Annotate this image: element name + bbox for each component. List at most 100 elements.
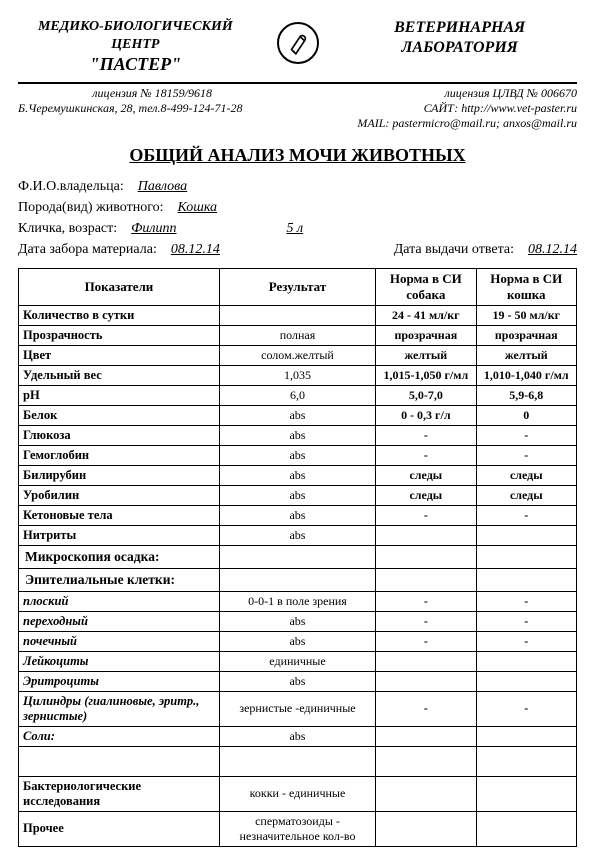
- cell-result: сперматозоиды - незначительное кол-во: [219, 811, 375, 846]
- license-left: лицензия № 18159/9618: [18, 86, 286, 101]
- section-row: Микроскопия осадка:: [19, 545, 577, 568]
- table-row: Глюкозаabs--: [19, 425, 577, 445]
- cell-result: 6,0: [219, 385, 375, 405]
- cell-norm-dog: [376, 811, 476, 846]
- cell-norm-cat: -: [476, 691, 576, 726]
- document-title: ОБЩИЙ АНАЛИЗ МОЧИ ЖИВОТНЫХ: [18, 145, 577, 166]
- cell-param: Билирубин: [19, 465, 220, 485]
- col-norm-dog: Норма в СИ собака: [376, 268, 476, 305]
- org-line2: ЦЕНТР: [18, 36, 253, 54]
- table-row: Удельный вес1,0351,015-1,050 г/мл1,010-1…: [19, 365, 577, 385]
- cell-norm-dog: [376, 726, 476, 746]
- cell-norm-cat: [476, 525, 576, 545]
- cell-result: abs: [219, 425, 375, 445]
- cell-param: Прозрачность: [19, 325, 220, 345]
- cell-norm-cat: [476, 811, 576, 846]
- cell-param: Глюкоза: [19, 425, 220, 445]
- name-age-label: Кличка, возраст:: [18, 218, 117, 239]
- cell-norm-cat: 5,9-6,8: [476, 385, 576, 405]
- cell-norm-dog: -: [376, 445, 476, 465]
- patient-info: Ф.И.О.владельца: Павлова Порода(вид) жив…: [18, 176, 577, 260]
- cell-norm-dog: 24 - 41 мл/кг: [376, 305, 476, 325]
- cell-param: Кетоновые тела: [19, 505, 220, 525]
- cell-result: кокки - единичные: [219, 776, 375, 811]
- empty-cell: [376, 746, 476, 776]
- pet-age-value: 5 л: [287, 218, 304, 239]
- table-row: Прозрачностьполнаяпрозрачнаяпрозрачная: [19, 325, 577, 345]
- cell-norm-dog: следы: [376, 465, 476, 485]
- table-row: Цилиндры (гиалиновые, эритр., зернистые)…: [19, 691, 577, 726]
- cell-norm-dog: желтый: [376, 345, 476, 365]
- cell-result: abs: [219, 611, 375, 631]
- cell-param: Удельный вес: [19, 365, 220, 385]
- empty-cell: [19, 746, 220, 776]
- letterhead: МЕДИКО-БИОЛОГИЧЕСКИЙ ЦЕНТР "ПАСТЕР" ВЕТЕ…: [18, 18, 577, 76]
- col-param: Показатели: [19, 268, 220, 305]
- cell-param: Цилиндры (гиалиновые, эритр., зернистые): [19, 691, 220, 726]
- cell-result: abs: [219, 505, 375, 525]
- cell-norm-dog: 1,015-1,050 г/мл: [376, 365, 476, 385]
- table-row: Цветсолом.желтыйжелтыйжелтый: [19, 345, 577, 365]
- result-date-value: 08.12.14: [528, 239, 577, 260]
- empty-cell: [476, 746, 576, 776]
- table-row: Соли:abs: [19, 726, 577, 746]
- cell-norm-cat: следы: [476, 485, 576, 505]
- cell-norm-cat: [476, 671, 576, 691]
- cell-param: Прочее: [19, 811, 220, 846]
- table-row: плоский0-0-1 в поле зрения--: [19, 591, 577, 611]
- subheader: лицензия № 18159/9618 Б.Черемушкинская, …: [18, 86, 577, 131]
- cell-param: Уробилин: [19, 485, 220, 505]
- cell-norm-dog: -: [376, 505, 476, 525]
- cell-param: переходный: [19, 611, 220, 631]
- cell-norm-cat: -: [476, 591, 576, 611]
- table-row: Уробилинabsследыследы: [19, 485, 577, 505]
- table-row: Нитритыabs: [19, 525, 577, 545]
- cell-param: Количество в сутки: [19, 305, 220, 325]
- cell-result: abs: [219, 525, 375, 545]
- owner-label: Ф.И.О.владельца:: [18, 176, 124, 197]
- address: Б.Черемушкинская, 28, тел.8-499-124-71-2…: [18, 101, 286, 116]
- cell-result: 1,035: [219, 365, 375, 385]
- empty-cell: [219, 545, 375, 568]
- cell-norm-cat: желтый: [476, 345, 576, 365]
- empty-cell: [476, 568, 576, 591]
- cell-norm-cat: -: [476, 445, 576, 465]
- cell-result: abs: [219, 671, 375, 691]
- table-row: Бактериологические исследованиякокки - е…: [19, 776, 577, 811]
- license-right: лицензия ЦЛВД № 006670: [309, 86, 577, 101]
- col-norm-cat: Норма в СИ кошка: [476, 268, 576, 305]
- cell-norm-cat: 1,010-1,040 г/мл: [476, 365, 576, 385]
- results-table: Показатели Результат Норма в СИ собака Н…: [18, 268, 577, 847]
- blank-row: [19, 746, 577, 776]
- cell-param: Лейкоциты: [19, 651, 220, 671]
- cell-norm-dog: следы: [376, 485, 476, 505]
- cell-norm-cat: прозрачная: [476, 325, 576, 345]
- table-row: Билирубинabsследыследы: [19, 465, 577, 485]
- cell-norm-dog: -: [376, 691, 476, 726]
- cell-norm-cat: [476, 651, 576, 671]
- sample-date-label: Дата забора материала:: [18, 239, 157, 260]
- cell-norm-cat: 19 - 50 мл/кг: [476, 305, 576, 325]
- cell-param: Бактериологические исследования: [19, 776, 220, 811]
- table-header-row: Показатели Результат Норма в СИ собака Н…: [19, 268, 577, 305]
- cell-norm-dog: [376, 525, 476, 545]
- table-row: Белокabs0 - 0,3 г/л0: [19, 405, 577, 425]
- divider: [18, 82, 577, 84]
- sample-date-value: 08.12.14: [171, 239, 220, 260]
- cell-norm-dog: -: [376, 611, 476, 631]
- owner-value: Павлова: [138, 176, 187, 197]
- cell-param: Соли:: [19, 726, 220, 746]
- cell-norm-dog: [376, 671, 476, 691]
- cell-result: единичные: [219, 651, 375, 671]
- cell-param: почечный: [19, 631, 220, 651]
- table-row: Лейкоцитыединичные: [19, 651, 577, 671]
- cell-norm-cat: [476, 726, 576, 746]
- cell-norm-cat: следы: [476, 465, 576, 485]
- mail: MAIL: pastermicro@mail.ru; anxos@mail.ru: [309, 116, 577, 131]
- site: САЙТ: http://www.vet-paster.ru: [309, 101, 577, 116]
- table-row: Эритроцитыabs: [19, 671, 577, 691]
- section-label: Эпителиальные клетки:: [19, 568, 220, 591]
- cell-result: abs: [219, 465, 375, 485]
- cell-param: рН: [19, 385, 220, 405]
- cell-param: Гемоглобин: [19, 445, 220, 465]
